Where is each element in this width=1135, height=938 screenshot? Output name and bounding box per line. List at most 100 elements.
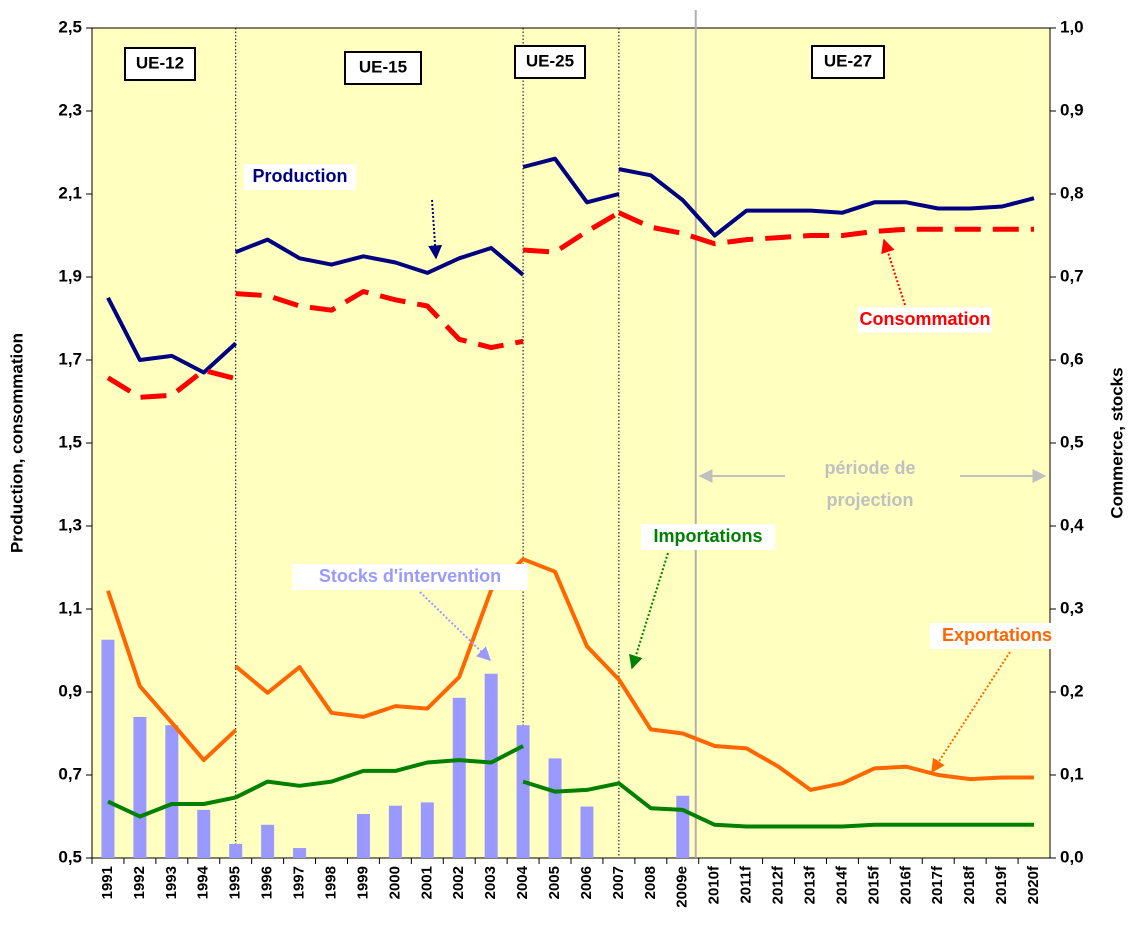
line bbox=[617, 210, 1034, 247]
x-tick-label: 1998 bbox=[322, 866, 339, 899]
x-tick-label: 1997 bbox=[291, 866, 308, 899]
y-tick-label: 0,5 bbox=[58, 847, 82, 866]
x-tick-label: 1992 bbox=[131, 866, 148, 899]
series-annotation: Stocks d'intervention bbox=[319, 566, 501, 586]
x-tick-label: 1996 bbox=[259, 866, 276, 899]
x-tick-label: 2016f bbox=[897, 865, 914, 904]
y2-tick-label: 0,7 bbox=[1060, 266, 1084, 285]
x-tick-label: 1995 bbox=[227, 866, 244, 899]
x-tick-label: 2019f bbox=[993, 865, 1010, 904]
x-tick-label: 2000 bbox=[386, 866, 403, 899]
line bbox=[618, 167, 1035, 238]
x-tick-label: 2005 bbox=[546, 866, 563, 899]
period-label: UE-25 bbox=[526, 51, 574, 70]
x-tick-label: 1993 bbox=[163, 866, 180, 899]
bar bbox=[229, 843, 243, 858]
y-tick-label: 2,3 bbox=[58, 100, 82, 119]
annotation-bg bbox=[292, 564, 528, 590]
y-tick-label: 0,7 bbox=[58, 764, 82, 783]
annotation-bg bbox=[640, 524, 776, 550]
y-axis-label: Production, consommation bbox=[7, 333, 26, 553]
period-box bbox=[514, 45, 586, 79]
y2-tick-label: 0,0 bbox=[1060, 847, 1084, 866]
x-tick-label: 2002 bbox=[450, 866, 467, 899]
x-tick-label: 2003 bbox=[482, 866, 499, 899]
y2-tick-label: 0,5 bbox=[1060, 432, 1084, 451]
y2-tick-label: 0,3 bbox=[1060, 598, 1084, 617]
bar bbox=[165, 725, 179, 858]
period-label: UE-27 bbox=[824, 51, 872, 70]
x-tick-label: 2015f bbox=[865, 865, 882, 904]
line bbox=[235, 289, 524, 351]
y2-axis-label: Commerce, stocks bbox=[1107, 367, 1126, 518]
y2-tick-label: 0,6 bbox=[1060, 349, 1084, 368]
x-tick-label: 2008 bbox=[642, 866, 659, 899]
period-box bbox=[124, 47, 196, 81]
series-annotation: Exportations bbox=[942, 625, 1052, 645]
line bbox=[107, 795, 237, 819]
period-box bbox=[811, 45, 885, 79]
period-box bbox=[344, 51, 422, 85]
y2-tick-label: 0,1 bbox=[1060, 764, 1084, 783]
bar bbox=[197, 809, 211, 858]
y-tick-label: 1,5 bbox=[58, 432, 82, 451]
line bbox=[234, 744, 525, 800]
y2-tick-label: 0,2 bbox=[1060, 681, 1084, 700]
bar bbox=[516, 725, 530, 858]
x-tick-label: 2004 bbox=[514, 865, 531, 899]
line bbox=[522, 779, 1034, 829]
projection-label: période de bbox=[824, 458, 915, 478]
x-tick-label: 2011f bbox=[738, 865, 755, 904]
annotation-bg bbox=[929, 623, 1065, 649]
bar bbox=[388, 805, 402, 858]
plot-area bbox=[91, 27, 1051, 859]
annotation-arrow bbox=[881, 238, 906, 306]
line bbox=[522, 210, 621, 255]
bar bbox=[101, 639, 115, 858]
bar bbox=[548, 758, 562, 858]
x-tick-label: 2001 bbox=[418, 866, 435, 899]
y2-tick-label: 0,8 bbox=[1060, 183, 1084, 202]
x-tick-label: 2009e bbox=[674, 866, 691, 908]
annotation-arrow bbox=[419, 591, 492, 661]
x-tick-label: 2013f bbox=[801, 865, 818, 904]
bar bbox=[452, 697, 466, 858]
bar bbox=[580, 806, 594, 858]
x-tick-label: 1999 bbox=[354, 866, 371, 899]
line bbox=[522, 156, 620, 205]
x-tick-label: 2007 bbox=[610, 866, 627, 899]
projection-bg bbox=[785, 455, 960, 513]
y2-tick-label: 0,9 bbox=[1060, 100, 1084, 119]
x-tick-label: 2010f bbox=[706, 865, 723, 904]
series-annotation: Production bbox=[253, 166, 348, 186]
bar bbox=[676, 795, 690, 858]
bar bbox=[484, 673, 498, 858]
y-tick-label: 0,9 bbox=[58, 681, 82, 700]
bar bbox=[261, 824, 275, 858]
projection-label: projection bbox=[826, 490, 913, 510]
x-tick-label: 2017f bbox=[929, 865, 946, 904]
y2-tick-label: 1,0 bbox=[1060, 17, 1084, 36]
line bbox=[234, 237, 525, 277]
period-label: UE-15 bbox=[359, 57, 407, 76]
line bbox=[106, 296, 238, 375]
annotation-bg bbox=[857, 307, 993, 333]
series-annotation: Importations bbox=[653, 526, 762, 546]
annotation-bg bbox=[244, 164, 356, 190]
series-annotation: Consommation bbox=[859, 309, 990, 329]
x-tick-label: 2006 bbox=[578, 866, 595, 899]
y-tick-label: 1,9 bbox=[58, 266, 82, 285]
y-tick-label: 2,5 bbox=[58, 17, 82, 36]
x-tick-label: 1994 bbox=[195, 865, 212, 899]
y-tick-label: 2,1 bbox=[58, 183, 82, 202]
x-tick-label: 2012f bbox=[770, 865, 787, 904]
x-tick-label: 2018f bbox=[961, 865, 978, 904]
line bbox=[234, 557, 1034, 792]
x-tick-label: 2020f bbox=[1025, 865, 1042, 904]
line bbox=[106, 367, 237, 400]
annotation-arrow bbox=[629, 552, 669, 670]
bar bbox=[420, 802, 434, 858]
y2-tick-label: 0,4 bbox=[1060, 515, 1084, 534]
